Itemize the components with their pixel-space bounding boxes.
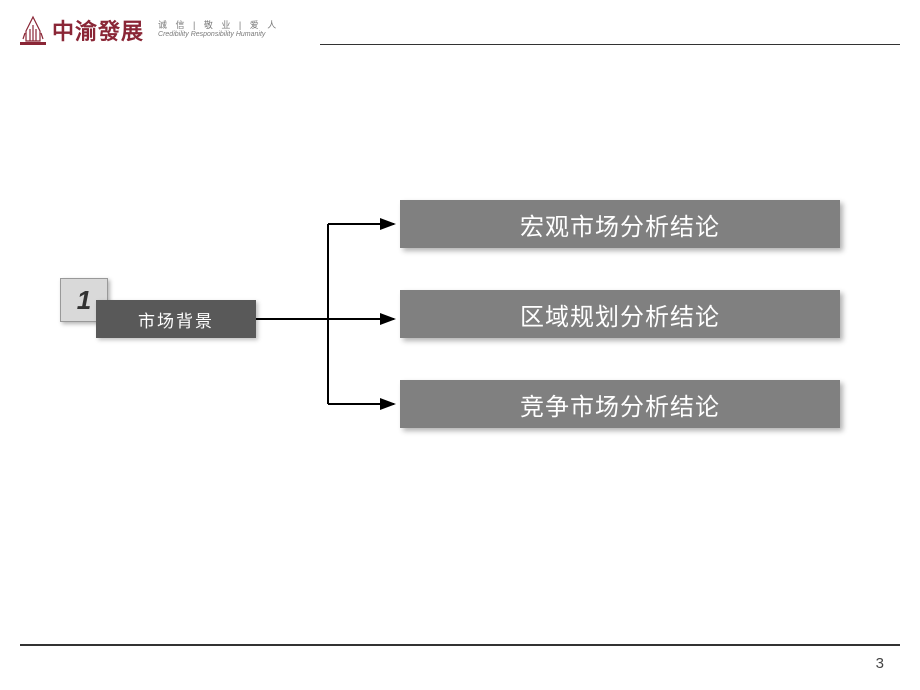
logo-group: 中渝發展 诚 信 | 敬 业 | 爱 人 Credibility Respons… <box>20 14 279 46</box>
branch-label: 竞争市场分析结论 <box>520 387 720 422</box>
footer-divider <box>20 644 900 646</box>
page-number: 3 <box>876 655 884 672</box>
section-title: 市场背景 <box>138 307 214 332</box>
section-title-box: 市场背景 <box>96 300 256 338</box>
connector-lines <box>256 200 400 430</box>
branch-box-1: 宏观市场分析结论 <box>400 200 840 248</box>
company-logo-icon <box>20 15 46 45</box>
diagram-container: 1 市场背景 宏观市场分析结论 区域规划分析结论 竞争市场分析结论 <box>60 200 840 450</box>
branch-box-2: 区域规划分析结论 <box>400 290 840 338</box>
header-divider <box>320 44 900 45</box>
branch-label: 宏观市场分析结论 <box>520 207 720 242</box>
branch-label: 区域规划分析结论 <box>520 297 720 332</box>
branch-box-3: 竞争市场分析结论 <box>400 380 840 428</box>
branch-list: 宏观市场分析结论 区域规划分析结论 竞争市场分析结论 <box>400 200 840 428</box>
tagline-en: Credibility Responsibility Humanity <box>158 31 279 39</box>
company-name: 中渝發展 <box>52 14 144 46</box>
tagline-cn: 诚 信 | 敬 业 | 爱 人 <box>158 21 279 31</box>
section-number: 1 <box>77 285 91 316</box>
company-tagline: 诚 信 | 敬 业 | 爱 人 Credibility Responsibili… <box>158 21 279 39</box>
